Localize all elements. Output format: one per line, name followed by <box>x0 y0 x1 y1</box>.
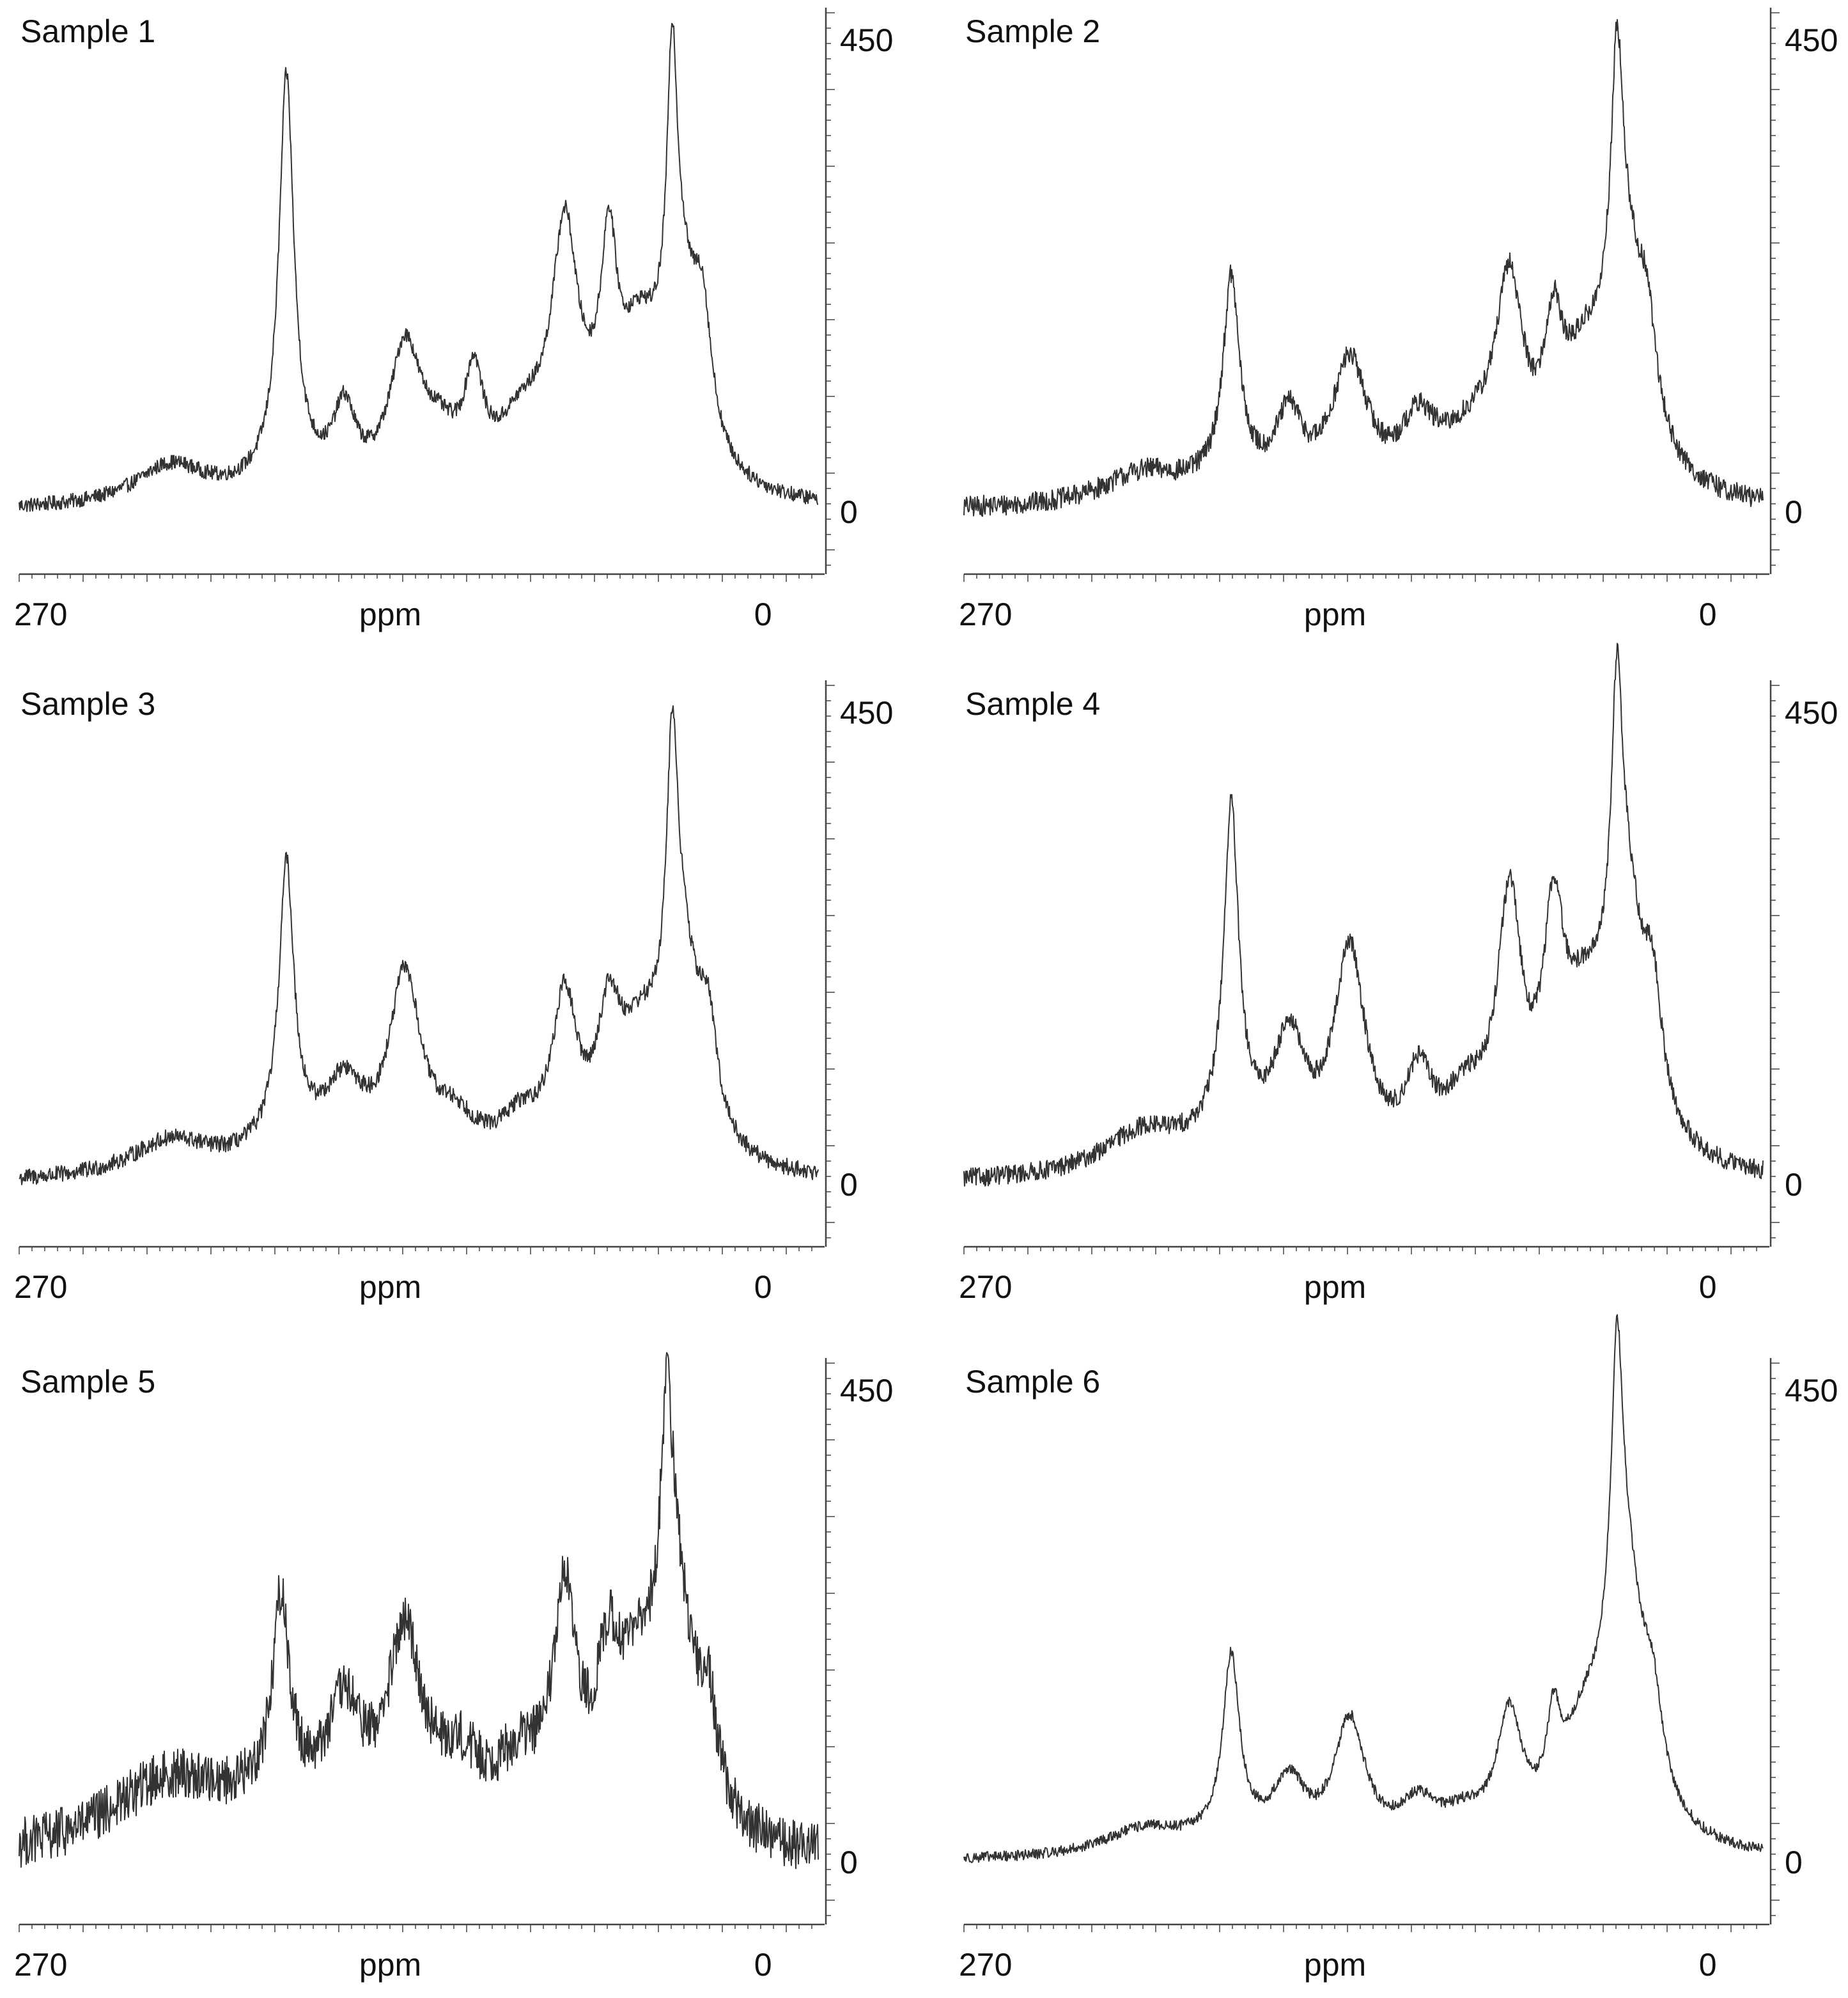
x-axis-label: ppm <box>359 1947 421 1983</box>
y-tick-label: 450 <box>840 695 893 731</box>
y-tick-label: 0 <box>840 1167 858 1203</box>
panel-title: Sample 2 <box>965 13 1100 49</box>
spectrum-line <box>963 19 1764 517</box>
x-tick-label: 270 <box>14 1269 67 1305</box>
x-tick-label: 270 <box>14 597 67 632</box>
spectrum-panel-2: Sample 2 450 0 270 0 ppm <box>959 8 1838 632</box>
y-tick-label: 0 <box>1785 1167 1803 1203</box>
y-tick-label: 450 <box>840 1373 893 1409</box>
panel-title: Sample 1 <box>20 13 155 49</box>
spectrum-panel-4: Sample 4 450 0 270 0 ppm <box>959 643 1838 1305</box>
x-tick-label: 270 <box>14 1947 67 1983</box>
x-tick-label: 270 <box>959 1947 1012 1983</box>
x-tick-label: 270 <box>959 597 1012 632</box>
x-tick-label: 0 <box>1699 1947 1717 1983</box>
spectrum-panel-1: Sample 1 450 0 270 0 ppm <box>14 8 893 632</box>
x-axis-label: ppm <box>1304 1947 1366 1983</box>
spectrum-line <box>963 643 1764 1187</box>
x-tick-label: 270 <box>959 1269 1012 1305</box>
spectrum-panel-3: Sample 3 450 0 270 0 ppm <box>14 680 893 1305</box>
spectrum-line <box>19 705 819 1185</box>
y-tick-label: 450 <box>840 22 893 58</box>
y-tick-label: 450 <box>1785 695 1838 731</box>
x-tick-label: 0 <box>754 1269 772 1305</box>
x-tick-label: 0 <box>754 597 772 632</box>
spectrum-panel-6: Sample 6 450 0 270 0 ppm <box>959 1314 1838 1983</box>
spectrum-panel-5: Sample 5 450 0 270 0 ppm <box>14 1352 893 1983</box>
y-tick-label: 0 <box>840 1845 858 1880</box>
spectrum-line <box>19 1352 819 1869</box>
x-axis-label: ppm <box>1304 597 1366 632</box>
panel-title: Sample 3 <box>20 686 155 722</box>
panel-title: Sample 5 <box>20 1364 155 1400</box>
spectrum-line <box>963 1314 1764 1864</box>
y-tick-label: 0 <box>840 494 858 530</box>
y-tick-label: 450 <box>1785 1373 1838 1409</box>
x-tick-label: 0 <box>1699 597 1717 632</box>
panel-title: Sample 6 <box>965 1364 1100 1400</box>
x-axis-label: ppm <box>1304 1269 1366 1305</box>
y-tick-label: 0 <box>1785 1845 1803 1880</box>
y-tick-label: 0 <box>1785 494 1803 530</box>
x-tick-label: 0 <box>754 1947 772 1983</box>
panel-title: Sample 4 <box>965 686 1100 722</box>
x-tick-label: 0 <box>1699 1269 1717 1305</box>
x-axis-label: ppm <box>359 1269 421 1305</box>
spectrum-line <box>19 22 819 512</box>
x-axis-label: ppm <box>359 597 421 632</box>
y-tick-label: 450 <box>1785 22 1838 58</box>
